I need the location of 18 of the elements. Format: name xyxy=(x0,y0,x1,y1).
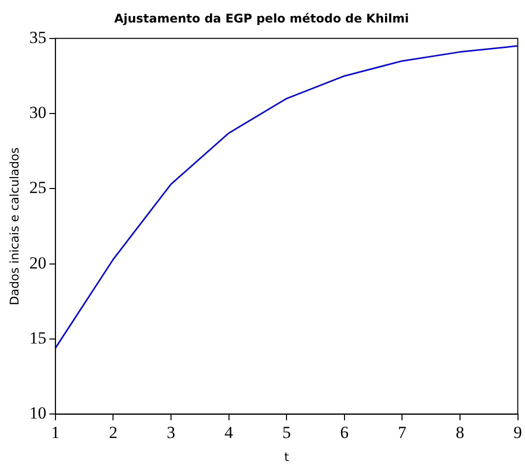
x-tick-label: 7 xyxy=(398,422,407,442)
x-tick-label: 1 xyxy=(51,422,60,442)
x-tick-label: 2 xyxy=(108,422,118,442)
y-tick-label: 30 xyxy=(29,103,46,122)
x-tick-label: 6 xyxy=(340,422,349,442)
x-tick-label: 5 xyxy=(282,422,291,442)
x-axis-title: t xyxy=(284,450,290,464)
x-tick-label: 3 xyxy=(166,422,176,442)
y-tick-label: 15 xyxy=(29,328,46,348)
y-tick-label: 10 xyxy=(29,404,46,423)
x-tick-label: 9 xyxy=(514,422,522,442)
y-axis-title: Dados inicais e calculados xyxy=(7,147,22,306)
y-tick-label: 20 xyxy=(29,253,46,272)
x-tick-label: 4 xyxy=(224,422,234,442)
y-tick-label: 35 xyxy=(29,28,46,47)
x-tick-label: 8 xyxy=(456,422,464,442)
chart-title: Ajustamento da EGP pelo método de Khilmi xyxy=(114,11,409,26)
y-tick-label: 25 xyxy=(29,178,46,198)
